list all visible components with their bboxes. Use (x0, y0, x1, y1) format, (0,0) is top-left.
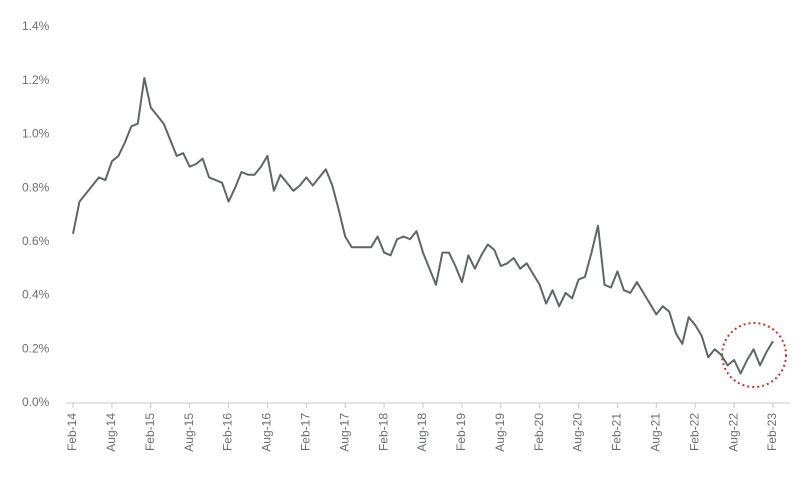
y-tick-label: 1.0% (22, 127, 50, 141)
data-line (72, 77, 774, 375)
y-tick-label: 1.2% (22, 73, 50, 87)
x-tick-label: Aug-19 (493, 413, 507, 452)
x-tick-label: Aug-17 (337, 413, 351, 452)
y-tick-label: 1.4% (22, 19, 50, 33)
x-tick-label: Aug-14 (104, 413, 118, 452)
x-tick-label: Feb-14 (65, 413, 79, 451)
x-tick-label: Feb-18 (376, 413, 390, 451)
x-tick-label: Aug-22 (726, 413, 740, 452)
x-tick-label: Aug-15 (182, 413, 196, 452)
y-tick-label: 0.8% (22, 180, 50, 194)
y-tick-label: 0.0% (22, 395, 50, 409)
highlight-circle (721, 322, 787, 388)
x-tick-label: Feb-22 (687, 413, 701, 451)
x-tick-label: Aug-21 (649, 413, 663, 452)
x-tick-label: Feb-23 (765, 413, 779, 451)
x-tick-label: Feb-15 (143, 413, 157, 451)
x-tick-label: Feb-16 (221, 413, 235, 451)
y-tick-label: 0.6% (22, 234, 50, 248)
x-tick-label: Aug-20 (571, 413, 585, 452)
x-tick-label: Feb-17 (299, 413, 313, 451)
x-tick-label: Feb-20 (532, 413, 546, 451)
x-tick-label: Aug-18 (415, 413, 429, 452)
y-tick-label: 0.4% (22, 288, 50, 302)
y-tick-label: 0.2% (22, 341, 50, 355)
x-tick-label: Feb-21 (610, 413, 624, 451)
x-tick-label: Feb-19 (454, 413, 468, 451)
x-tick-label: Aug-16 (260, 413, 274, 452)
